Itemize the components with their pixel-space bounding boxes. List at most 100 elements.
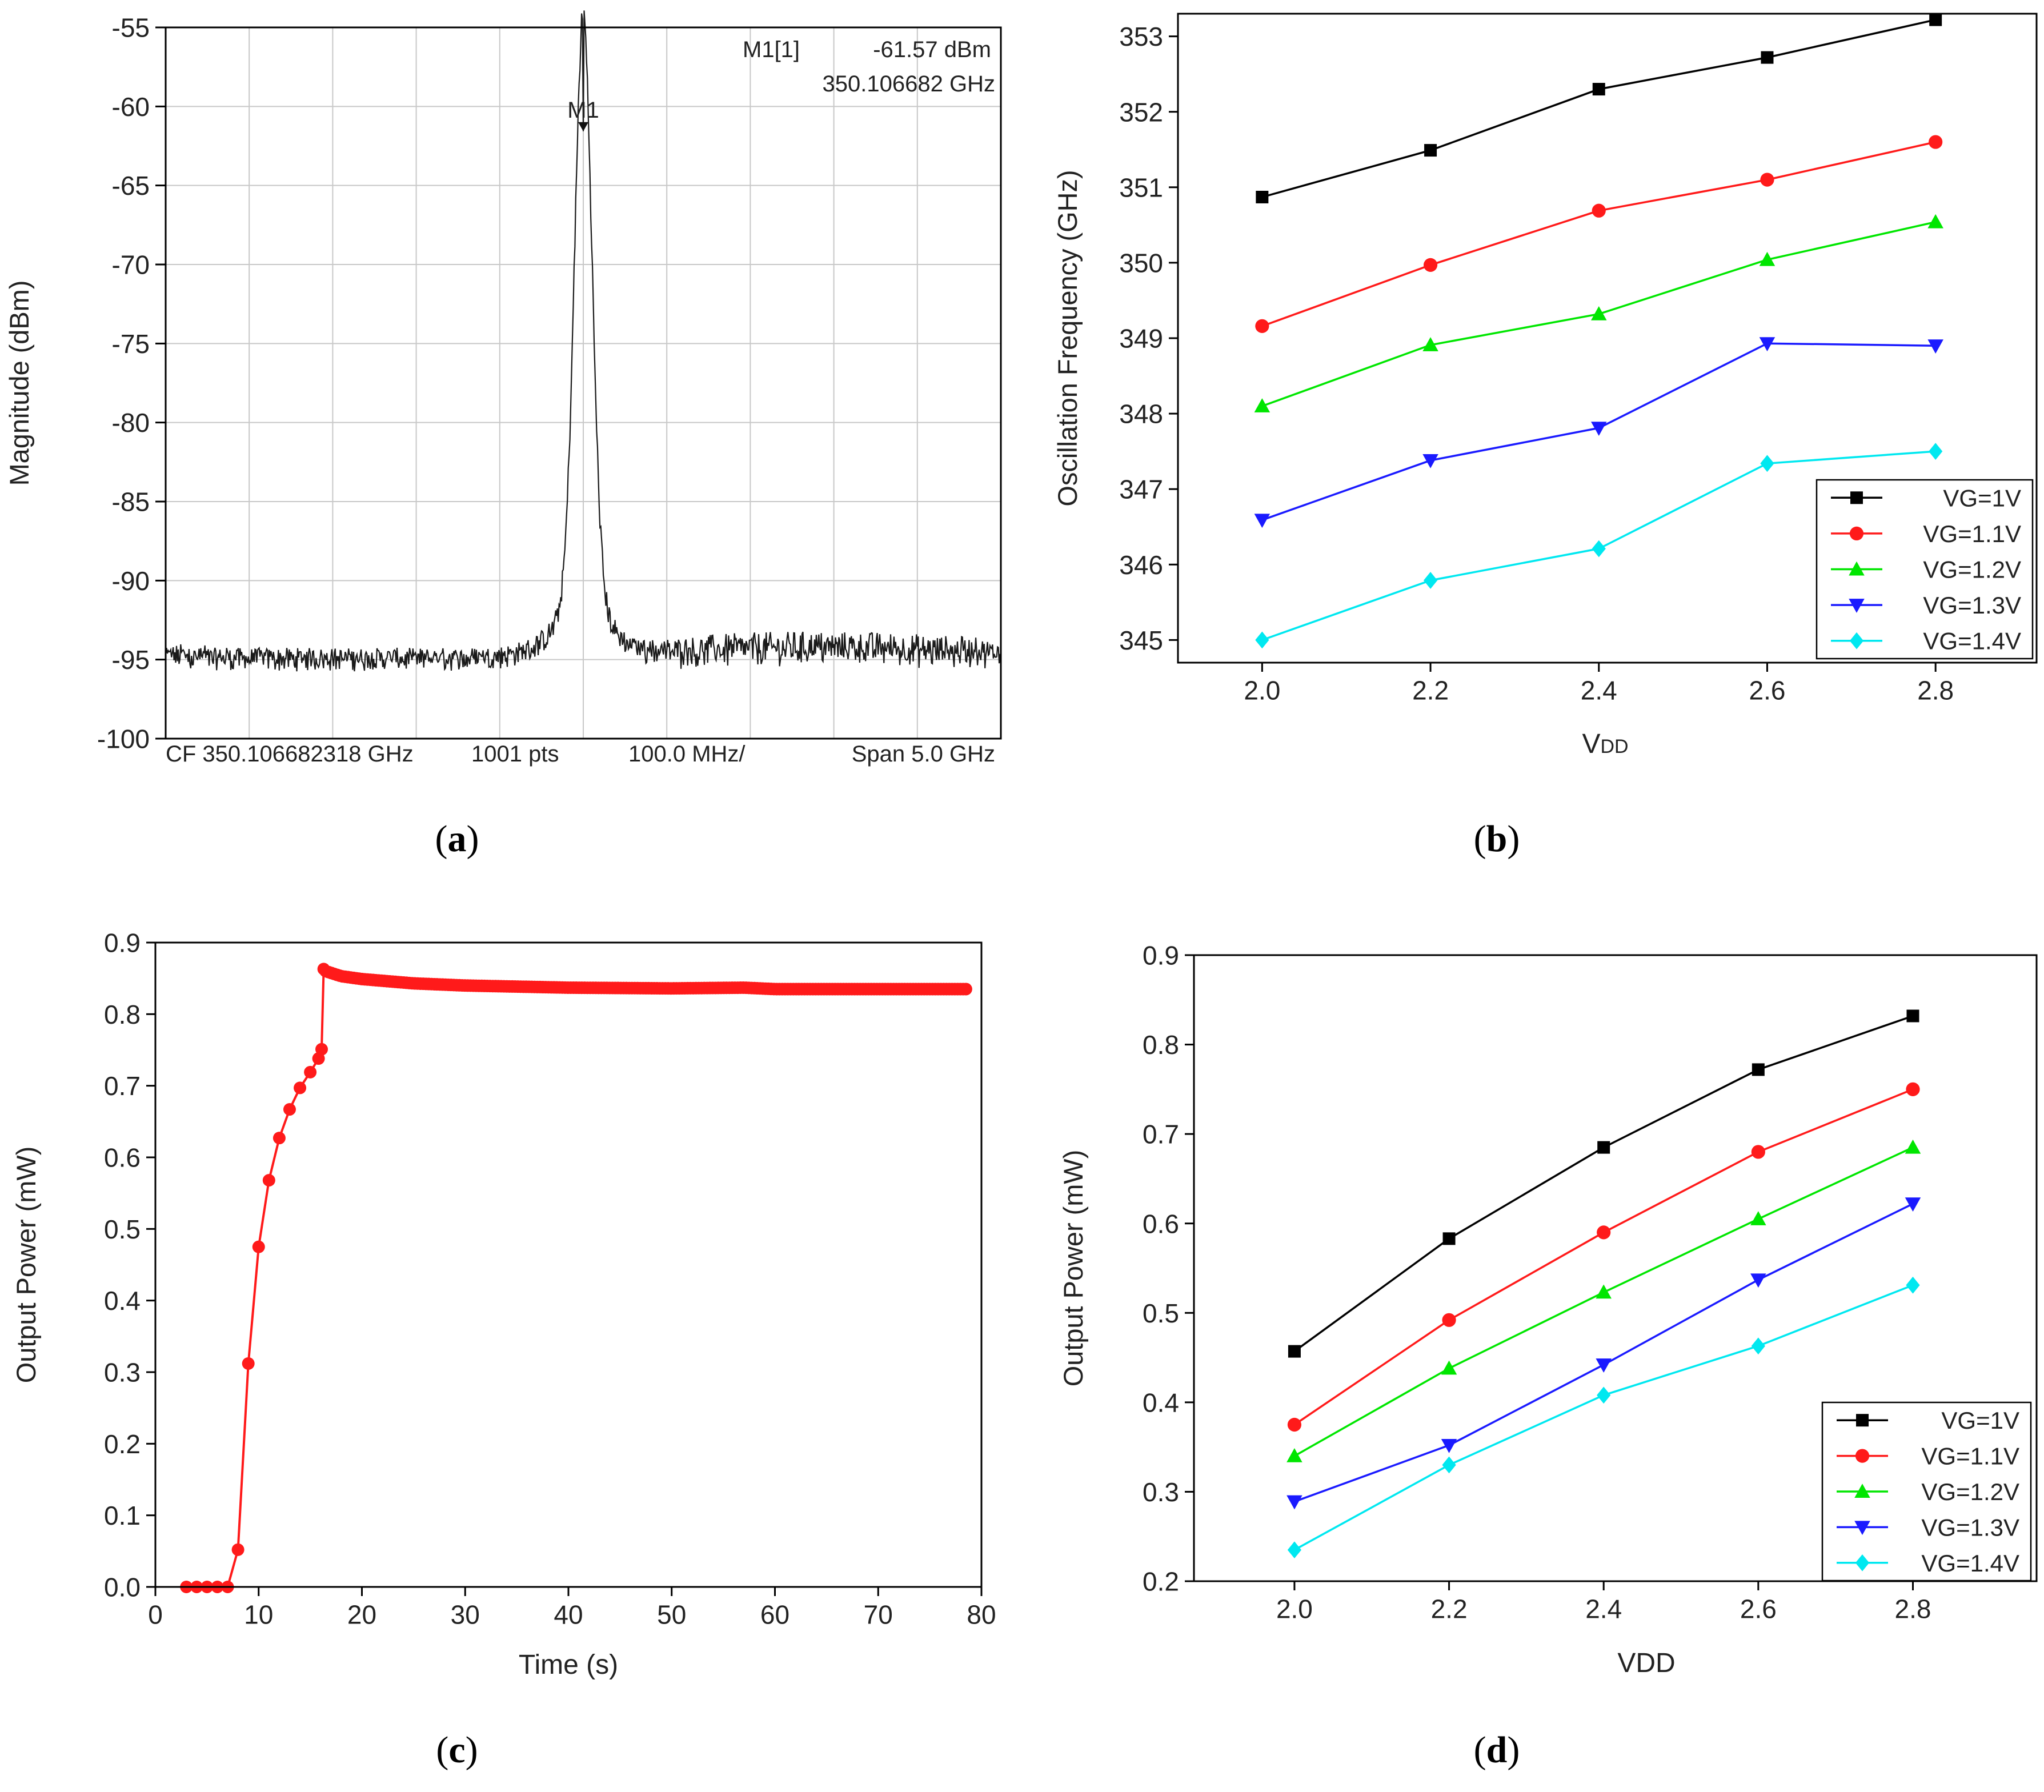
panel-c-ytick-label: 0.1	[104, 1501, 141, 1530]
panel-c-data-point	[231, 1543, 245, 1556]
panel-c-ytick-label: 0.3	[104, 1358, 141, 1388]
panel-d-data-point	[1597, 1141, 1610, 1154]
panel-c-ytick-label: 0.9	[104, 928, 141, 958]
panel-c-xtick-label: 60	[760, 1599, 789, 1629]
panel-d-data-point	[1752, 1063, 1765, 1076]
panel-b-ytick-label: 351	[1119, 173, 1163, 202]
panel-b-data-point	[1927, 339, 1943, 354]
panel-b-data-point	[1424, 144, 1437, 157]
panel-d-legend-marker	[1855, 1449, 1870, 1463]
panel-c-xtick-label: 80	[967, 1599, 996, 1629]
panel-a-marker-label: M1	[567, 98, 599, 123]
panel-b-caption: (b)	[1474, 818, 1520, 860]
panel-b-data-point	[1592, 540, 1606, 558]
panel-b-legend-marker	[1849, 561, 1865, 576]
panel-b-legend-label: VG=1.3V	[1923, 592, 2021, 619]
panel-b-data-point	[1422, 337, 1438, 351]
panel-b-xtick-label: 2.8	[1917, 675, 1954, 705]
panel-a-ytick-label: -75	[112, 329, 150, 359]
panel-b-xtick-label: 2.4	[1581, 675, 1617, 705]
panel-b-series-3	[1254, 337, 1943, 528]
panel-b-ytick-label: 345	[1119, 626, 1163, 655]
panel-d-series-3	[1286, 1197, 1921, 1510]
panel-c-ytick-label: 0.5	[104, 1214, 141, 1244]
panel-a-marker-name: M1[1]	[743, 37, 800, 62]
panel-b-legend-marker	[1849, 632, 1864, 650]
panel-b-data-point	[1422, 454, 1438, 468]
panel-d-data-point	[1442, 1456, 1456, 1474]
panel-d-ytick-label: 0.7	[1143, 1120, 1179, 1149]
panel-b-data-point	[1256, 190, 1269, 203]
panel-d-legend-marker	[1856, 1414, 1869, 1427]
panel-d-data-point	[1750, 1273, 1766, 1288]
panel-c-data-point	[262, 1174, 275, 1187]
panel-b-series-2	[1254, 214, 1943, 412]
panel-d-xtick-label: 2.4	[1585, 1594, 1622, 1623]
panel-d-frame	[1193, 954, 2038, 1582]
panel-b-ytick-label: 350	[1119, 248, 1163, 278]
panel-a-ytick-label: -65	[112, 171, 150, 201]
panel-c-ylabel: Output Power (mW)	[11, 1146, 41, 1383]
panel-b-xtick-label: 2.6	[1749, 675, 1785, 705]
panel-c-xtick-label: 40	[554, 1599, 583, 1629]
panel-b-ytick-label: 349	[1119, 324, 1163, 354]
panel-b-legend-marker	[1850, 491, 1863, 504]
panel-b-data-point	[1759, 337, 1776, 351]
panel-d-data-point	[1442, 1232, 1456, 1245]
panel-b-legend-marker	[1849, 599, 1865, 613]
panel-d-legend-label: VG=1.2V	[1921, 1478, 2019, 1505]
panel-d-ytick-label: 0.5	[1143, 1298, 1179, 1328]
panel-d-data-point	[1441, 1360, 1457, 1375]
panel-d-data-point	[1286, 1448, 1302, 1462]
panel-a-ytick-label: -55	[112, 13, 150, 43]
panel-d-data-point	[1905, 1139, 1921, 1154]
panel-d-data-point	[1905, 1197, 1921, 1212]
panel-b-legend-label: VG=1.1V	[1923, 520, 2021, 547]
panel-b-legend-label: VG=1V	[1943, 484, 2021, 511]
panel-b-data-point	[1929, 443, 1943, 460]
panel-c-xtick-label: 20	[347, 1599, 376, 1629]
panel-b-data-point	[1929, 13, 1942, 26]
panel-d-caption: (d)	[1474, 1729, 1520, 1771]
panel-a-ytick-label: -70	[112, 250, 150, 280]
panel-a-ylabel: Magnitude (dBm)	[5, 280, 34, 486]
panel-a-ytick-label: -60	[112, 92, 150, 122]
panel-d-ytick-label: 0.3	[1143, 1477, 1179, 1507]
panel-b-data-point	[1423, 572, 1438, 589]
panel-c-frame	[154, 941, 983, 1588]
panel-d-data-point	[1287, 1417, 1302, 1432]
panel-d-data-point	[1751, 1145, 1765, 1159]
panel-d-legend-label: VG=1.1V	[1921, 1443, 2019, 1470]
panel-c-xtick-label: 30	[451, 1599, 480, 1629]
panel-d-legend-marker	[1854, 1484, 1870, 1498]
panel-d-xtick-label: 2.8	[1895, 1594, 1931, 1623]
panel-b-data-point	[1255, 319, 1269, 333]
panel-a-caption: (a)	[435, 818, 479, 860]
panel-d-data-point	[1751, 1337, 1765, 1355]
panel-b-data-point	[1591, 306, 1607, 320]
panel-b-series-1	[1255, 135, 1943, 333]
panel-b-data-point	[1591, 422, 1607, 436]
panel-d-data-point	[1288, 1345, 1301, 1358]
panel-c-ytick-label: 0.8	[104, 1000, 141, 1029]
panel-d-xtick-label: 2.0	[1276, 1594, 1313, 1623]
panel-d-series-0	[1288, 1009, 1919, 1358]
panel-d-data-point	[1596, 1358, 1612, 1373]
panel-c-data-point	[283, 1103, 296, 1116]
panel-a-ytick-label: -85	[112, 487, 150, 517]
panel-b-data-point	[1760, 455, 1774, 472]
panel-c-data-point	[304, 1065, 317, 1079]
panel-b-ytick-label: 347	[1119, 475, 1163, 504]
panel-d-data-point	[1906, 1082, 1920, 1096]
panel-d-ylabel: Output Power (mW)	[1059, 1150, 1088, 1386]
panel-d-data-point	[1286, 1495, 1302, 1510]
panel-b-data-point	[1254, 514, 1271, 528]
panel-b-data-point	[1927, 214, 1943, 228]
panel-b-data-point	[1592, 203, 1606, 218]
panel-d-legend-label: VG=1V	[1941, 1407, 2019, 1434]
panel-a-frame	[165, 26, 1002, 740]
panel-d-ytick-label: 0.8	[1143, 1030, 1179, 1060]
panel-b-data-point	[1929, 135, 1943, 149]
panel-c-xtick-label: 10	[244, 1599, 273, 1629]
